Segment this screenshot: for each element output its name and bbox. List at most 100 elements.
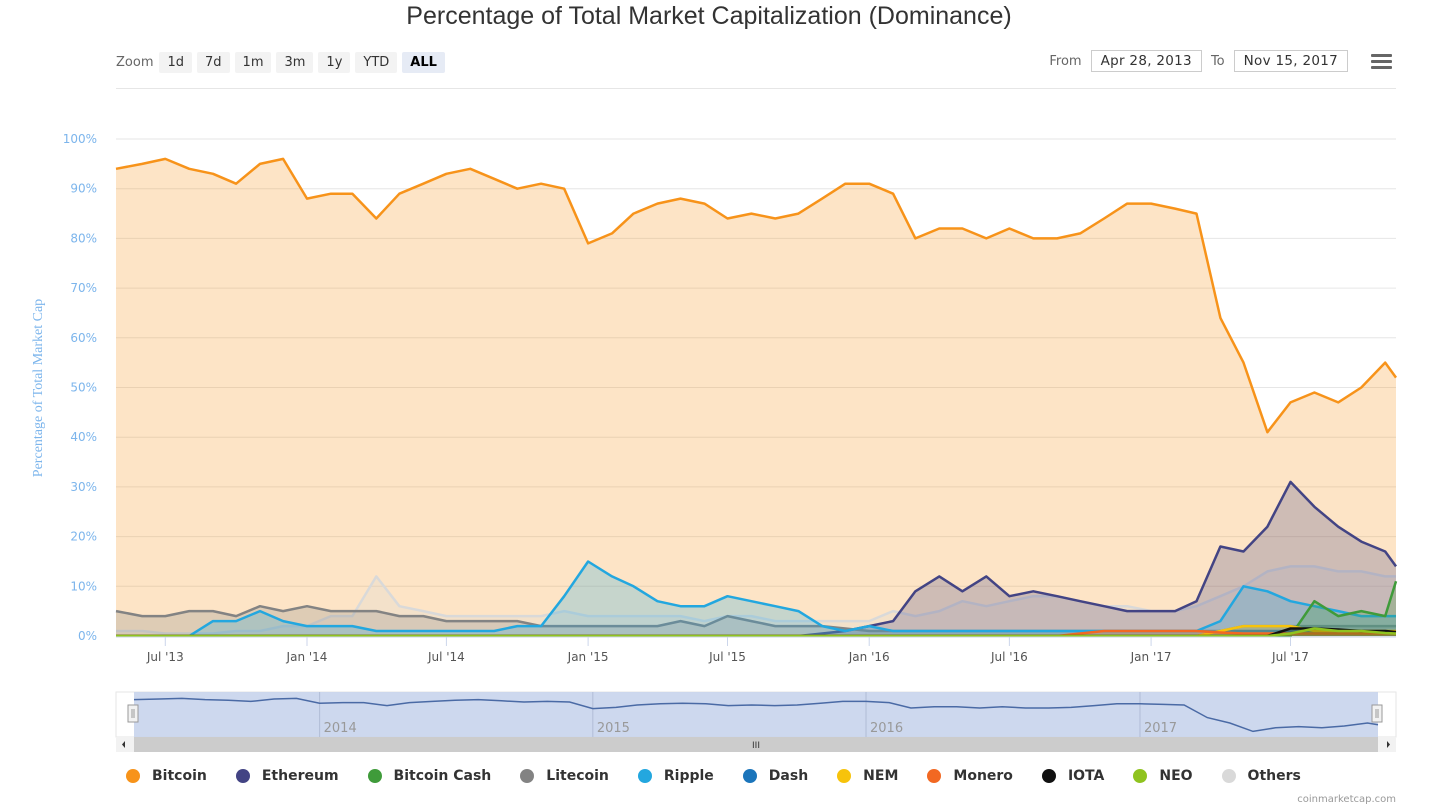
- area-litecoin: [116, 606, 1396, 636]
- from-date-input[interactable]: Apr 28, 2013: [1090, 50, 1202, 72]
- legend-item-monero[interactable]: Monero: [927, 768, 1013, 784]
- legend-marker-icon: [1041, 769, 1056, 783]
- legend-marker-icon: [1221, 769, 1236, 783]
- hamburger-menu-icon[interactable]: [1371, 54, 1392, 70]
- zoom-range-selector: Zoom 1d 7d 1m 3m 1y YTD ALL: [116, 50, 450, 74]
- x-tick-label: Jan '14: [286, 650, 328, 664]
- navigator-right-handle[interactable]: [1371, 704, 1383, 723]
- credits-link[interactable]: coinmarketcap.com: [1297, 794, 1396, 805]
- menu-bar: [1371, 54, 1392, 57]
- legend-item-nem[interactable]: NEM: [837, 768, 898, 784]
- dominance-chart: 0% 10% 20% 30% 40% 50% 60% 70% 80% 90% 100% Jul '1…: [31, 132, 1398, 752]
- legend-label: Others: [1247, 768, 1301, 784]
- to-label: To: [1210, 53, 1225, 69]
- y-axis: 0% 10% 20% 30% 40% 50% 60% 70% 80% 90% 100%: [63, 132, 97, 643]
- scrollbar-thumb[interactable]: [134, 737, 1378, 752]
- line-neo: [116, 627, 1397, 638]
- legend-item-litecoin[interactable]: Litecoin: [520, 768, 609, 784]
- legend-item-iota[interactable]: IOTA: [1041, 768, 1105, 784]
- x-tick-label: Jul '15: [708, 650, 746, 664]
- zoom-button-1y[interactable]: 1y: [318, 51, 351, 73]
- toolbar-divider: [116, 88, 1396, 89]
- date-range: From Apr 28, 2013 To Nov 15, 2017: [1040, 50, 1348, 72]
- y-tick-label: 50%: [70, 381, 97, 395]
- area-bitcoin: [116, 158, 1396, 636]
- zoom-button-3m[interactable]: 3m: [276, 51, 314, 73]
- legend-marker-icon: [520, 769, 535, 783]
- scrollbar-grip-icon: III: [752, 741, 760, 751]
- legend-label: IOTA: [1067, 768, 1105, 784]
- legend-marker-icon: [837, 769, 852, 783]
- menu-bar: [1371, 60, 1392, 63]
- navigator-year-label: 2015: [597, 721, 630, 736]
- legend-label: Dash: [768, 768, 809, 784]
- navigator-mask: [134, 692, 1378, 737]
- y-tick-label: 90%: [70, 182, 97, 196]
- zoom-button-all[interactable]: ALL: [402, 51, 445, 73]
- x-tick-label: Jul '17: [1271, 650, 1309, 664]
- legend-item-bitcoin-cash[interactable]: Bitcoin Cash: [367, 768, 492, 784]
- legend-item-others[interactable]: Others: [1221, 768, 1301, 784]
- legend-label: Ethereum: [261, 768, 339, 784]
- zoom-button-7d[interactable]: 7d: [197, 51, 230, 73]
- zoom-button-ytd[interactable]: YTD: [355, 51, 398, 73]
- legend-label: Bitcoin: [152, 768, 207, 784]
- scroll-right-arrow-icon[interactable]: [1387, 741, 1390, 748]
- legend-item-ethereum[interactable]: Ethereum: [235, 768, 339, 784]
- navigator: 2014 2015 2016 2017 III: [115, 691, 1397, 752]
- x-tick-label: Jan '17: [1130, 650, 1172, 664]
- legend-marker-icon: [637, 769, 652, 783]
- x-tick-label: Jan '16: [848, 650, 890, 664]
- menu-bar: [1371, 66, 1392, 69]
- legend-marker-icon: [1133, 769, 1148, 783]
- x-tick-label: Jan '15: [567, 650, 609, 664]
- legend-marker-icon: [235, 769, 250, 783]
- legend-item-ripple[interactable]: Ripple: [637, 768, 714, 784]
- y-tick-label: 20%: [70, 530, 97, 544]
- legend-label: NEM: [863, 768, 899, 784]
- y-tick-label: 10%: [70, 579, 97, 593]
- zoom-button-1d[interactable]: 1d: [159, 51, 193, 73]
- legend-item-bitcoin[interactable]: Bitcoin: [126, 768, 207, 784]
- navigator-year-label: 2017: [1144, 721, 1177, 736]
- zoom-button-1m[interactable]: 1m: [234, 51, 272, 73]
- to-date-input[interactable]: Nov 15, 2017: [1233, 50, 1348, 72]
- navigator-year-label: 2014: [324, 721, 357, 736]
- y-tick-label: 40%: [70, 430, 97, 444]
- legend-label: NEO: [1159, 768, 1193, 784]
- chart-title: Percentage of Total Market Capitalizatio…: [406, 2, 1012, 30]
- navigator-left-handle[interactable]: [127, 704, 139, 723]
- y-tick-label: 80%: [70, 231, 97, 245]
- legend-label: Bitcoin Cash: [393, 768, 492, 784]
- x-axis: Jul '13 Jan '14 Jul '14 Jan '15 Jul '15 Jan '…: [116, 636, 1396, 664]
- legend-marker-icon: [927, 769, 942, 783]
- legend-item-dash[interactable]: Dash: [742, 768, 809, 784]
- legend-marker-icon: [126, 769, 140, 783]
- area-ripple: [116, 561, 1396, 636]
- legend-label: Ripple: [663, 768, 714, 784]
- y-tick-label: 70%: [70, 281, 97, 295]
- navigator-series-line: [133, 697, 1379, 733]
- legend-label: Litecoin: [546, 768, 609, 784]
- zoom-label: Zoom: [116, 54, 154, 70]
- y-tick-label: 100%: [63, 132, 97, 146]
- from-label: From: [1049, 53, 1082, 69]
- x-tick-label: Jul '14: [427, 650, 465, 664]
- y-tick-label: 0%: [78, 629, 97, 643]
- legend-item-neo[interactable]: NEO: [1133, 768, 1193, 784]
- y-axis-title: Percentage of Total Market Cap: [31, 299, 46, 477]
- line-others: [116, 565, 1396, 635]
- legend-label: Monero: [953, 768, 1013, 784]
- navigator-year-label: 2016: [870, 721, 903, 736]
- x-tick-label: Jul '16: [990, 650, 1028, 664]
- x-tick-label: Jul '13: [146, 650, 184, 664]
- legend: Bitcoin Ethereum Bitcoin Cash Litecoin Rippl…: [126, 768, 1330, 784]
- series-areas: [115, 157, 1398, 638]
- y-tick-label: 60%: [70, 331, 97, 345]
- legend-marker-icon: [742, 769, 757, 783]
- area-ethereum: [116, 481, 1396, 636]
- legend-marker-icon: [367, 769, 382, 783]
- y-tick-label: 30%: [70, 480, 97, 494]
- scroll-left-arrow-icon[interactable]: [122, 741, 125, 748]
- line-bitcoin: [115, 157, 1398, 434]
